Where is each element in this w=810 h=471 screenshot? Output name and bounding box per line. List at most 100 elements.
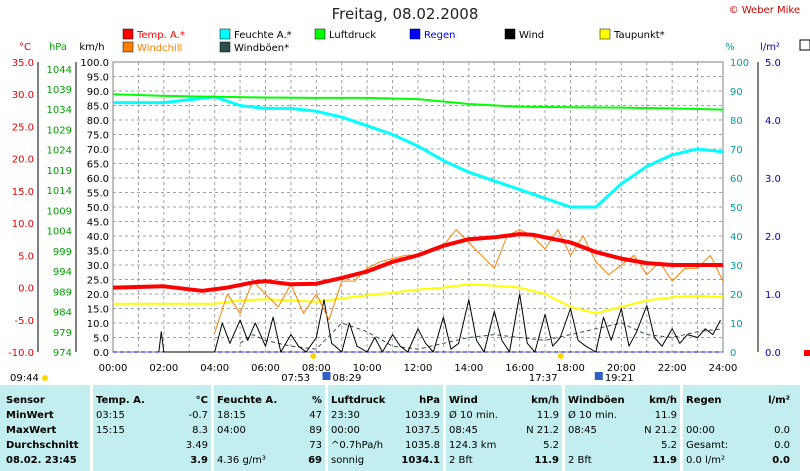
temp-tick: 15.0 bbox=[12, 187, 34, 198]
press-value: 1035.8 bbox=[405, 440, 440, 451]
gust-header: Windböen bbox=[568, 395, 625, 406]
rain-value: 0.0 bbox=[774, 425, 790, 436]
temp-unit: °C bbox=[195, 395, 208, 406]
temp-time: 03:15 bbox=[96, 410, 125, 421]
weather-chart: °C hPa km/h% l/m² 35.0 30.0 25.0 20.0 15.0 10.0 5.… bbox=[8, 28, 810, 384]
wind-tick: 35.0 bbox=[87, 247, 109, 258]
hum-tick: 40 bbox=[730, 232, 743, 243]
wind-time: 08:45 bbox=[449, 425, 478, 436]
column-divider bbox=[90, 385, 93, 471]
wind-value: 11.9 bbox=[534, 455, 559, 466]
x-tick: 20:00 bbox=[607, 363, 636, 374]
rain-tick: 2.0 bbox=[765, 232, 781, 243]
wind-tick: 80.0 bbox=[87, 116, 109, 127]
gust-time: 08:45 bbox=[568, 425, 597, 436]
wind-time: 2 Bft bbox=[449, 455, 473, 466]
sunset-time: 17:37 bbox=[529, 373, 558, 384]
legend-swatch bbox=[122, 41, 134, 53]
rain-header: Regen bbox=[686, 395, 722, 406]
temp-tick: 0.0 bbox=[18, 284, 34, 295]
sensor-row-label: MaxWert bbox=[6, 425, 57, 436]
column-divider bbox=[680, 385, 683, 471]
hum-tick: 10 bbox=[730, 319, 743, 330]
wind-tick: 5.0 bbox=[93, 334, 109, 345]
legend-swatch bbox=[219, 28, 231, 40]
sunset-icon bbox=[594, 372, 603, 380]
temp-value: 8.3 bbox=[192, 425, 208, 436]
gust-time: 2 Bft bbox=[568, 455, 592, 466]
gust-value: 11.9 bbox=[654, 410, 677, 421]
temp-tick: 25.0 bbox=[12, 122, 34, 133]
wind-tick: 95.0 bbox=[87, 73, 109, 84]
wind-value: 11.9 bbox=[536, 410, 559, 421]
rain-value: 0.0 bbox=[772, 455, 790, 466]
hum-header: Feuchte A. bbox=[217, 395, 278, 406]
column-divider bbox=[211, 385, 214, 471]
series-feuchtea bbox=[113, 95, 724, 209]
sensor-row-label: 08.02. 23:45 bbox=[6, 455, 77, 466]
press-value: 1037.5 bbox=[405, 425, 440, 436]
x-tick: 18:00 bbox=[556, 363, 585, 374]
wind-tick: 0.0 bbox=[93, 348, 109, 359]
wind-tick: 10.0 bbox=[87, 319, 109, 330]
rain-axis-unit: l/m² bbox=[760, 42, 780, 53]
temp-tick: 20.0 bbox=[12, 155, 34, 166]
gust-value: 11.9 bbox=[652, 455, 677, 466]
wind-tick: 60.0 bbox=[87, 174, 109, 185]
sunrise-time: 07:53 bbox=[281, 373, 310, 384]
rain-tick: 1.0 bbox=[765, 290, 781, 301]
temp-tick: 35.0 bbox=[12, 58, 34, 69]
hum-tick: 100 bbox=[730, 58, 749, 69]
hpa-tick: 979 bbox=[53, 328, 72, 339]
hum-time: 4.36 g/m³ bbox=[217, 455, 266, 466]
wind-tick: 20.0 bbox=[87, 290, 109, 301]
x-tick: 00:00 bbox=[99, 363, 128, 374]
hpa-tick: 989 bbox=[53, 287, 72, 298]
sunrise-marker-icon bbox=[310, 353, 317, 359]
wind-value: N 21.2 bbox=[526, 425, 559, 436]
rain-tick: 4.0 bbox=[765, 116, 781, 127]
legend-swatch bbox=[219, 41, 231, 53]
hum-tick: 0 bbox=[730, 348, 736, 359]
hpa-tick: 974 bbox=[53, 348, 72, 359]
press-header: Luftdruck bbox=[331, 395, 386, 406]
edge-swatch bbox=[799, 39, 810, 51]
wind-tick: 25.0 bbox=[87, 276, 109, 287]
hpa-tick: 994 bbox=[53, 267, 72, 278]
rain-tick: 3.0 bbox=[765, 174, 781, 185]
column-divider bbox=[443, 385, 446, 471]
hpa-tick: 1009 bbox=[47, 206, 72, 217]
hum-value: 69 bbox=[308, 455, 322, 466]
wind-tick: 30.0 bbox=[87, 261, 109, 272]
rain-tick: 5.0 bbox=[765, 58, 781, 69]
hpa-tick: 1014 bbox=[47, 186, 72, 197]
temp-tick: 30.0 bbox=[12, 90, 34, 101]
hum-tick: 60 bbox=[730, 174, 743, 185]
rain-unit: l/m² bbox=[768, 395, 790, 406]
gust-time: Ø 10 min. bbox=[568, 410, 617, 421]
hpa-tick: 1029 bbox=[47, 125, 72, 136]
sunset-marker-icon bbox=[557, 353, 564, 359]
wind-tick: 50.0 bbox=[87, 203, 109, 214]
wind-value: 5.2 bbox=[543, 440, 559, 451]
hum-tick: 90 bbox=[730, 87, 743, 98]
rain-time: 0.0 l/m² bbox=[686, 455, 725, 466]
hum-value: 47 bbox=[309, 410, 322, 421]
stats-table: Sensor MinWert MaxWert Durchschnitt 08.02. 2… bbox=[0, 385, 800, 471]
legend-label: Windchill bbox=[137, 43, 182, 54]
temp-header: Temp. A. bbox=[96, 395, 145, 406]
hpa-tick: 984 bbox=[53, 308, 72, 319]
wind-tick: 55.0 bbox=[87, 189, 109, 200]
hpa-tick: 1024 bbox=[47, 146, 72, 157]
wind-tick: 65.0 bbox=[87, 160, 109, 171]
series-tempa bbox=[112, 232, 723, 293]
chart-title: Freitag, 08.02.2008 bbox=[331, 5, 479, 23]
hum-tick: 80 bbox=[730, 116, 743, 127]
legend-swatch bbox=[314, 28, 326, 40]
wind-tick: 45.0 bbox=[87, 218, 109, 229]
x-tick: 04:00 bbox=[200, 363, 229, 374]
wind-tick: 40.0 bbox=[87, 232, 109, 243]
x-tick: 08:00 bbox=[302, 363, 331, 374]
gust-unit: km/h bbox=[649, 395, 677, 406]
temp-tick: -5.0 bbox=[14, 316, 34, 327]
